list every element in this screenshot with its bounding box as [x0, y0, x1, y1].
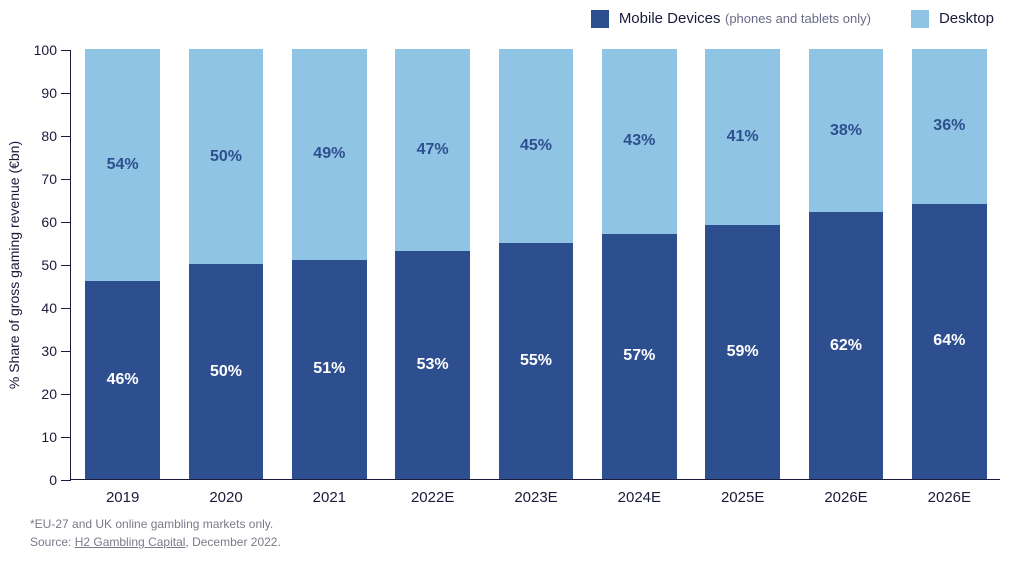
- bar-seg-desktop: 45%: [499, 49, 573, 243]
- x-tick-label: 2026E: [928, 489, 971, 506]
- bar-group: 55% 45%: [499, 50, 573, 479]
- bar-group: 53% 47%: [395, 50, 469, 479]
- bar-seg-mobile: 53%: [395, 251, 469, 479]
- bar-group: 64% 36%: [912, 50, 986, 479]
- legend-item-mobile: Mobile Devices (phones and tablets only): [591, 10, 871, 28]
- legend-label-mobile: Mobile Devices (phones and tablets only): [619, 10, 871, 28]
- x-tick-label: 2020: [209, 489, 242, 506]
- bar-value-label: 46%: [107, 371, 139, 389]
- y-tick: [61, 480, 71, 481]
- y-tick-label: 80: [41, 128, 57, 144]
- bar-seg-desktop: 43%: [602, 49, 676, 234]
- bar-value-label: 64%: [933, 332, 965, 350]
- bar-seg-mobile: 62%: [809, 212, 883, 479]
- footnote-source: Source: H2 Gambling Capital, December 20…: [30, 533, 281, 551]
- y-tick-label: 0: [49, 472, 57, 488]
- x-tick-label: 2019: [106, 489, 139, 506]
- bar-value-label: 59%: [727, 343, 759, 361]
- bar-seg-desktop: 41%: [705, 49, 779, 225]
- y-tick-label: 70: [41, 171, 57, 187]
- x-tick-label: 2022E: [411, 489, 454, 506]
- bar-seg-desktop: 50%: [189, 49, 263, 264]
- bar-group: 51% 49%: [292, 50, 366, 479]
- legend-swatch-desktop: [911, 10, 929, 28]
- y-tick: [61, 265, 71, 266]
- y-tick-label: 100: [34, 42, 57, 58]
- bar-value-label: 62%: [830, 337, 862, 355]
- bar-seg-desktop: 38%: [809, 49, 883, 212]
- bar-seg-mobile: 46%: [85, 281, 159, 479]
- y-tick: [61, 179, 71, 180]
- bar-seg-mobile: 64%: [912, 204, 986, 479]
- bar-group: 62% 38%: [809, 50, 883, 479]
- bar-value-label: 43%: [623, 132, 655, 150]
- x-tick-label: 2025E: [721, 489, 764, 506]
- legend-label-main: Mobile Devices: [619, 10, 721, 27]
- legend: Mobile Devices (phones and tablets only)…: [591, 10, 994, 28]
- y-tick-label: 60: [41, 214, 57, 230]
- legend-swatch-mobile: [591, 10, 609, 28]
- y-tick-label: 50: [41, 257, 57, 273]
- bar-value-label: 45%: [520, 137, 552, 155]
- legend-item-desktop: Desktop: [911, 10, 994, 28]
- y-tick-label: 90: [41, 85, 57, 101]
- bar-value-label: 51%: [313, 360, 345, 378]
- y-tick-label: 40: [41, 300, 57, 316]
- y-tick-label: 10: [41, 429, 57, 445]
- bar-seg-mobile: 57%: [602, 234, 676, 479]
- y-tick: [61, 437, 71, 438]
- bar-seg-desktop: 49%: [292, 49, 366, 260]
- footnote-line1: *EU-27 and UK online gambling markets on…: [30, 515, 281, 533]
- y-tick: [61, 308, 71, 309]
- bar-value-label: 47%: [417, 141, 449, 159]
- bar-value-label: 49%: [313, 145, 345, 163]
- plot-area: 010203040506070809010046%54%201950%50%20…: [70, 50, 1000, 480]
- source-suffix: , December 2022.: [185, 535, 280, 549]
- y-tick: [61, 394, 71, 395]
- bar-group: 46% 54%: [85, 50, 159, 479]
- bar-value-label: 50%: [210, 148, 242, 166]
- bar-seg-mobile: 50%: [189, 264, 263, 479]
- bar-value-label: 53%: [417, 356, 449, 374]
- y-tick: [61, 136, 71, 137]
- bar-value-label: 55%: [520, 352, 552, 370]
- bar-value-label: 36%: [933, 117, 965, 135]
- legend-label-main: Desktop: [939, 10, 994, 27]
- y-tick: [61, 351, 71, 352]
- bar-seg-desktop: 36%: [912, 49, 986, 204]
- bar-value-label: 41%: [727, 128, 759, 146]
- y-tick: [61, 222, 71, 223]
- bar-value-label: 54%: [107, 156, 139, 174]
- bar-seg-mobile: 51%: [292, 260, 366, 479]
- bar-group: 50% 50%: [189, 50, 263, 479]
- y-axis-label: % Share of gross gaming revenue (€bn): [6, 141, 22, 389]
- legend-label-sub: (phones and tablets only): [725, 11, 871, 26]
- bar-value-label: 50%: [210, 363, 242, 381]
- y-tick-label: 30: [41, 343, 57, 359]
- bar-group: 57% 43%: [602, 50, 676, 479]
- bar-value-label: 57%: [623, 347, 655, 365]
- bar-seg-mobile: 55%: [499, 243, 573, 480]
- source-link[interactable]: H2 Gambling Capital: [75, 535, 186, 549]
- x-tick-label: 2023E: [514, 489, 557, 506]
- chart-root: { "chart": { "type": "stacked-bar-100", …: [0, 0, 1024, 571]
- x-tick-label: 2026E: [824, 489, 867, 506]
- bar-seg-desktop: 47%: [395, 49, 469, 251]
- x-tick-label: 2024E: [618, 489, 661, 506]
- x-tick-label: 2021: [313, 489, 346, 506]
- source-prefix: Source:: [30, 535, 75, 549]
- bar-value-label: 38%: [830, 122, 862, 140]
- legend-label-desktop: Desktop: [939, 10, 994, 28]
- y-tick: [61, 93, 71, 94]
- bar-seg-desktop: 54%: [85, 49, 159, 281]
- y-tick-label: 20: [41, 386, 57, 402]
- y-tick: [61, 50, 71, 51]
- bar-seg-mobile: 59%: [705, 225, 779, 479]
- footnote: *EU-27 and UK online gambling markets on…: [30, 515, 281, 551]
- bar-group: 59% 41%: [705, 50, 779, 479]
